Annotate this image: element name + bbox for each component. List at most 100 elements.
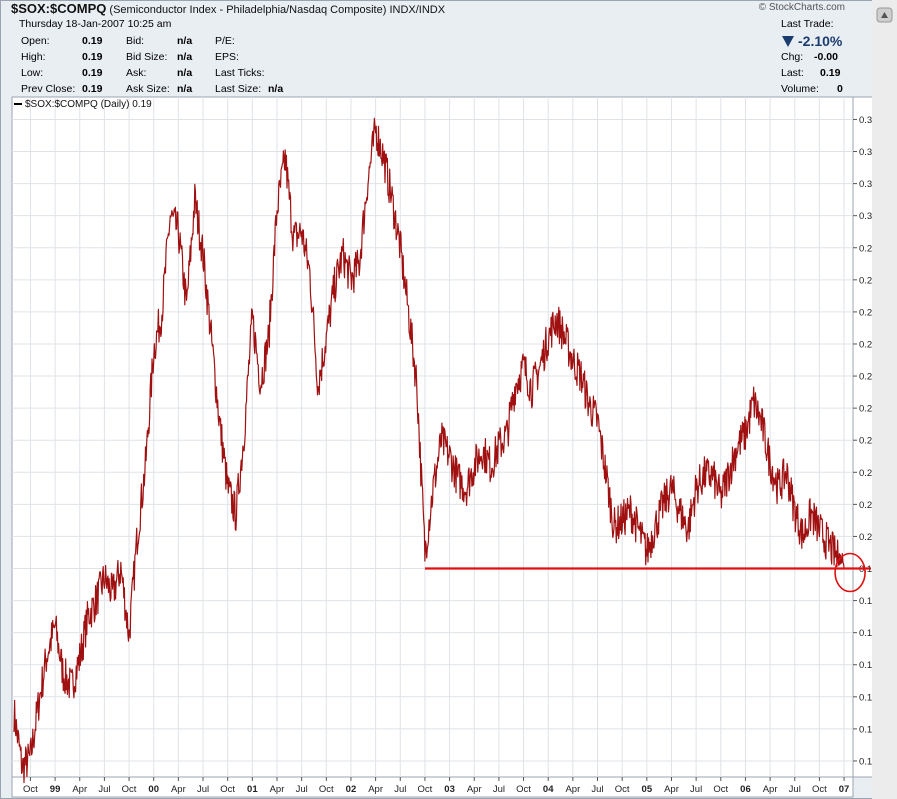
x-tick-label: Oct — [713, 784, 728, 795]
vertical-scrollbar[interactable] — [872, 0, 897, 799]
ask-value: n/a — [177, 67, 193, 79]
y-axis-ticks: 0.130.140.150.160.170.180.190.200.210.22… — [853, 115, 878, 767]
chg-value: -0.00 — [814, 51, 838, 63]
high-value: 0.19 — [82, 51, 103, 63]
x-tick-label: Oct — [122, 784, 137, 795]
x-tick-label: Apr — [368, 784, 383, 795]
annotation-layer — [424, 552, 871, 593]
x-tick-label: 00 — [148, 784, 159, 795]
legend-text: $SOX:$COMPQ (Daily) 0.19 — [25, 99, 152, 110]
chevron-up-icon — [881, 12, 888, 18]
y-tick-label: 0.25 — [859, 372, 878, 383]
x-tick-label: 07 — [839, 784, 850, 795]
y-tick-label: 0.32 — [859, 147, 878, 158]
x-tick-label: Oct — [615, 784, 630, 795]
x-tick-label: Jul — [296, 784, 308, 795]
last-ticks-label: Last Ticks: — [215, 67, 265, 79]
plot-area — [11, 96, 854, 778]
x-tick-label: Apr — [171, 784, 186, 795]
x-tick-label: Jul — [493, 784, 505, 795]
series-layer — [13, 117, 845, 784]
x-tick-label: Oct — [23, 784, 38, 795]
eps-label: EPS: — [215, 51, 239, 63]
x-tick-label: Jul — [394, 784, 406, 795]
ask-size-value: n/a — [177, 83, 193, 95]
pe-label: P/E: — [215, 35, 235, 47]
x-tick-label: 06 — [740, 784, 751, 795]
chart-title: $SOX:$COMPQ (Semiconductor Index - Phila… — [11, 1, 445, 16]
x-tick-label: 04 — [543, 784, 554, 795]
x-tick-label: 05 — [642, 784, 653, 795]
x-tick-label: Oct — [319, 784, 334, 795]
x-tick-label: Jul — [98, 784, 110, 795]
x-tick-label: Oct — [812, 784, 827, 795]
x-tick-label: Oct — [516, 784, 531, 795]
low-label: Low: — [21, 67, 44, 79]
brand-watermark[interactable]: © StockCharts.com — [758, 2, 845, 13]
datetime-label: Thursday 18-Jan-2007 10:25 am — [19, 18, 172, 30]
y-tick-label: 0.22 — [859, 468, 878, 479]
highlight-circle — [834, 552, 866, 593]
low-value: 0.19 — [82, 67, 103, 79]
last-size-label: Last Size: — [215, 83, 262, 95]
y-tick-label: 0.31 — [859, 179, 878, 190]
bid-size-label: Bid Size: — [126, 51, 168, 63]
exchange-label: INDX/INDX — [389, 4, 446, 16]
y-tick-label: 0.17 — [859, 628, 878, 639]
x-tick-label: Apr — [72, 784, 87, 795]
y-tick-label: 0.33 — [859, 115, 878, 126]
x-axis-panel — [11, 776, 854, 798]
bid-size-value: n/a — [177, 51, 193, 63]
y-tick-label: 0.23 — [859, 436, 878, 447]
x-tick-label: Apr — [270, 784, 285, 795]
price-series-line — [13, 117, 845, 784]
x-tick-label: Oct — [418, 784, 433, 795]
x-tick-label: Oct — [220, 784, 235, 795]
y-tick-label: 0.16 — [859, 660, 878, 671]
last-size-value: n/a — [268, 83, 284, 95]
symbol-description: (Semiconductor Index - Philadelphia/Nasd… — [109, 4, 387, 16]
down-arrow-icon — [782, 36, 794, 47]
x-tick-label: 99 — [50, 784, 61, 795]
x-tick-label: Apr — [565, 784, 580, 795]
chart-legend: $SOX:$COMPQ (Daily) 0.19 — [14, 99, 152, 110]
last-value: 0.19 — [820, 67, 841, 79]
open-label: Open: — [21, 35, 50, 47]
y-tick-label: 0.29 — [859, 243, 878, 254]
x-tick-label: Apr — [467, 784, 482, 795]
x-tick-label: Jul — [591, 784, 603, 795]
y-tick-label: 0.15 — [859, 692, 878, 703]
high-label: High: — [21, 51, 46, 63]
x-tick-label: Apr — [664, 784, 679, 795]
last-trade-label: Last Trade: — [781, 18, 834, 30]
y-tick-label: 0.30 — [859, 211, 878, 222]
x-tick-label: 01 — [247, 784, 258, 795]
y-tick-label: 0.27 — [859, 307, 878, 318]
y-tick-label: 0.18 — [859, 596, 878, 607]
volume-label: Volume: — [781, 83, 819, 95]
bid-label: Bid: — [126, 35, 145, 47]
x-tick-label: Jul — [789, 784, 801, 795]
x-tick-label: Jul — [690, 784, 702, 795]
x-tick-label: 03 — [444, 784, 455, 795]
ask-label: Ask: — [126, 67, 147, 79]
bid-value: n/a — [177, 35, 193, 47]
ask-size-label: Ask Size: — [126, 83, 170, 95]
volume-value: 0 — [837, 83, 843, 95]
y-tick-label: 0.20 — [859, 532, 878, 543]
chg-label: Chg: — [781, 51, 804, 63]
y-tick-label: 0.24 — [859, 404, 878, 415]
legend-swatch — [14, 103, 22, 106]
last-trade-percent: -2.10% — [798, 33, 843, 49]
y-tick-label: 0.21 — [859, 500, 878, 511]
x-tick-label: Apr — [763, 784, 778, 795]
x-tick-label: Jul — [197, 784, 209, 795]
y-tick-label: 0.13 — [859, 756, 878, 767]
y-tick-label: 0.26 — [859, 339, 878, 350]
x-tick-label: 02 — [346, 784, 357, 795]
y-tick-label: 0.28 — [859, 275, 878, 286]
prev-close-value: 0.19 — [82, 83, 103, 95]
x-axis-ticks: Oct 99 Apr Jul Oct 00 Apr Jul Oct 01 Apr Jul Oct 02 Ap… — [23, 777, 849, 795]
y-tick-label: 0.14 — [859, 724, 878, 735]
